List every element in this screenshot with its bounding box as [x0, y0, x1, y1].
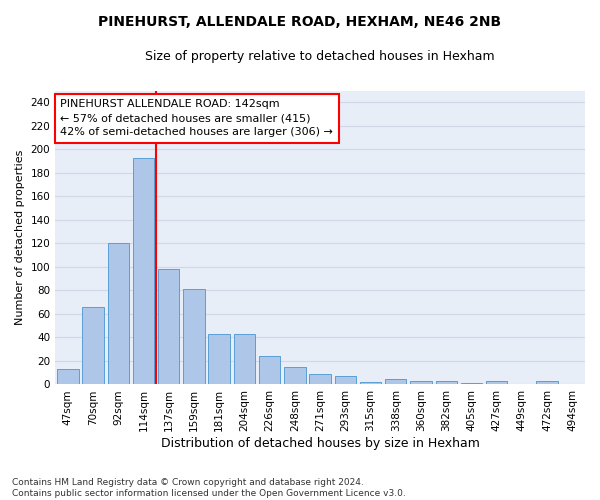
Title: Size of property relative to detached houses in Hexham: Size of property relative to detached ho…	[145, 50, 495, 63]
Bar	[133, 158, 154, 384]
Bar	[158, 269, 179, 384]
Bar	[259, 356, 280, 384]
Bar	[310, 374, 331, 384]
Bar	[410, 381, 432, 384]
Bar	[360, 382, 381, 384]
Bar	[183, 289, 205, 384]
Bar	[82, 307, 104, 384]
Bar	[57, 369, 79, 384]
X-axis label: Distribution of detached houses by size in Hexham: Distribution of detached houses by size …	[161, 437, 479, 450]
Bar	[233, 334, 255, 384]
Bar	[536, 381, 558, 384]
Bar	[436, 381, 457, 384]
Bar	[107, 244, 129, 384]
Bar	[385, 378, 406, 384]
Bar	[284, 367, 305, 384]
Text: PINEHURST ALLENDALE ROAD: 142sqm
← 57% of detached houses are smaller (415)
42% : PINEHURST ALLENDALE ROAD: 142sqm ← 57% o…	[61, 100, 334, 138]
Text: Contains HM Land Registry data © Crown copyright and database right 2024.
Contai: Contains HM Land Registry data © Crown c…	[12, 478, 406, 498]
Bar	[208, 334, 230, 384]
Bar	[335, 376, 356, 384]
Text: PINEHURST, ALLENDALE ROAD, HEXHAM, NE46 2NB: PINEHURST, ALLENDALE ROAD, HEXHAM, NE46 …	[98, 15, 502, 29]
Y-axis label: Number of detached properties: Number of detached properties	[15, 150, 25, 325]
Bar	[486, 381, 508, 384]
